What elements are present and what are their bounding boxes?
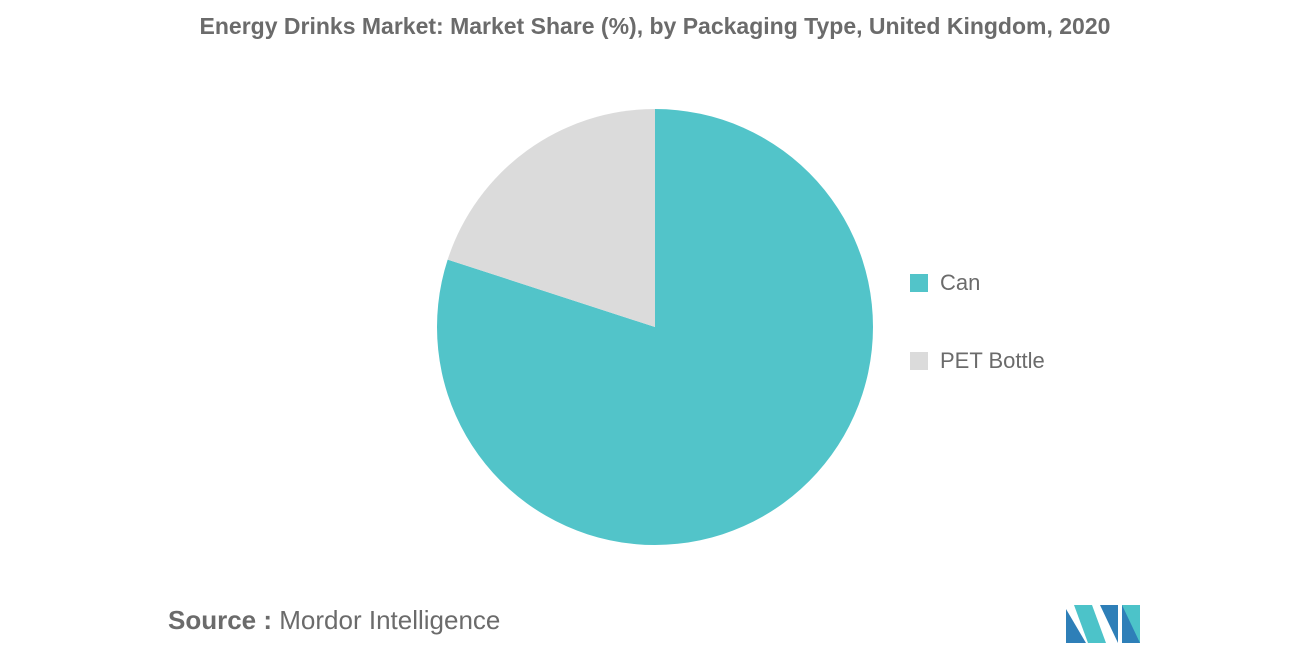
- mordor-intelligence-logo-icon: [1066, 605, 1140, 643]
- chart-title: Energy Drinks Market: Market Share (%), …: [199, 13, 1111, 39]
- legend-label: PET Bottle: [940, 348, 1045, 373]
- legend-item-pet-bottle: PET Bottle: [910, 348, 1045, 374]
- source-name: Mordor Intelligence: [279, 605, 501, 635]
- legend-swatch: [910, 274, 928, 292]
- legend-swatch: [910, 352, 928, 370]
- source-note: Source : Mordor Intelligence: [168, 605, 500, 636]
- pie-slice-pet-bottle: [447, 109, 655, 327]
- legend-label: Can: [940, 270, 981, 295]
- legend-item-can: Can: [910, 270, 980, 296]
- source-prefix: Source :: [168, 605, 273, 635]
